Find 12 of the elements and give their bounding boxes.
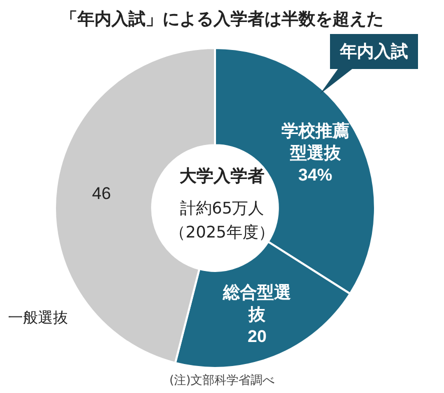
slice-label: 総合型選抜: [222, 282, 292, 324]
text: 大学入学者: [180, 166, 264, 186]
text: (注)文部科学省調べ: [169, 373, 275, 387]
text: 計約65万人: [180, 198, 264, 218]
slice-label: 学校推薦型選抜: [281, 121, 350, 162]
slice-label: 一般選抜: [8, 308, 68, 326]
data-label: 46: [92, 184, 111, 204]
data-label: 20: [248, 326, 267, 346]
data-label: 34%: [298, 165, 332, 184]
text: 年内入試: [330, 34, 418, 69]
text: （2025年度）: [170, 222, 274, 242]
chart-title: 「年内入試」による入学者は半数を超えた: [60, 10, 384, 30]
